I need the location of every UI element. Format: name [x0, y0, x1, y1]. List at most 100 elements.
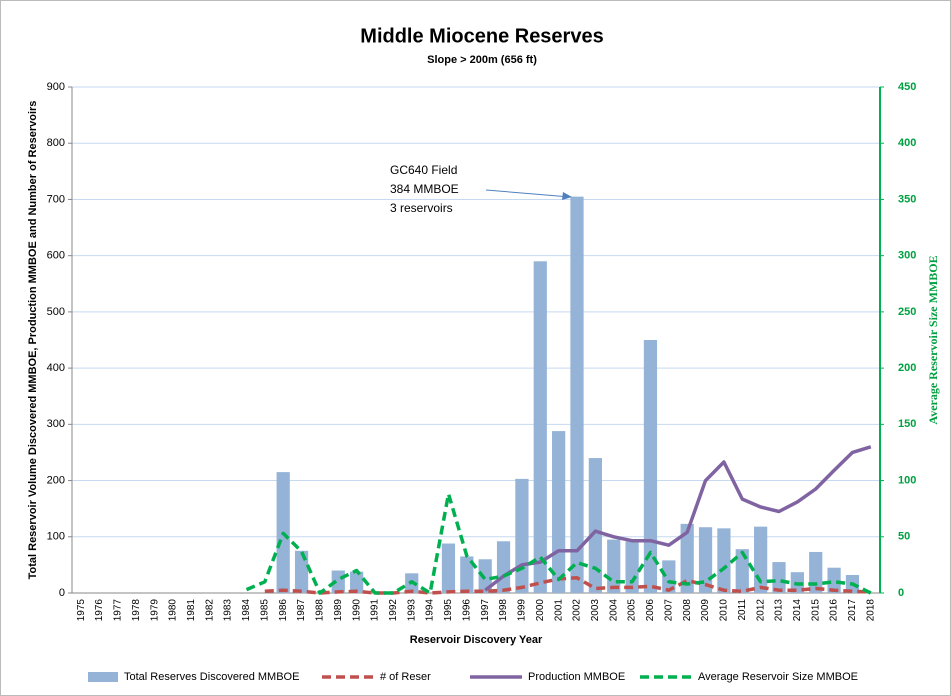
bar: [570, 196, 584, 593]
x-tick-label: 1987: [296, 599, 307, 622]
bar: [625, 541, 639, 593]
y2-tick-label: 0: [898, 587, 904, 599]
x-tick-label: 1977: [113, 599, 124, 622]
y-tick-label: 200: [47, 474, 65, 486]
x-tick-label: 1994: [425, 599, 436, 622]
y-axis-title: Total Reservoir Volume Discovered MMBOE,…: [27, 101, 39, 580]
bar: [552, 431, 566, 593]
x-tick-label: 2004: [608, 599, 619, 622]
bar: [827, 567, 841, 593]
x-tick-label: 1992: [388, 599, 399, 622]
annotation: GC640 Field: [390, 163, 457, 177]
y2-tick-label: 350: [898, 193, 916, 205]
x-tick-label: 1985: [259, 599, 270, 622]
y2-tick-label: 400: [898, 137, 916, 149]
x-tick-label: 2014: [792, 599, 803, 622]
bar: [515, 478, 529, 593]
x-tick-label: 2007: [663, 599, 674, 622]
x-tick-label: 1984: [241, 599, 252, 622]
x-tick-label: 2009: [700, 599, 711, 622]
y-tick-label: 600: [47, 250, 65, 262]
x-tick-label: 1995: [443, 599, 454, 622]
x-tick-label: 1999: [517, 599, 528, 622]
x-tick-label: 2015: [810, 599, 821, 622]
x-tick-label: 2003: [590, 599, 601, 622]
bar: [460, 556, 474, 593]
x-tick-label: 1980: [168, 599, 179, 622]
x-tick-label: 1982: [204, 599, 215, 622]
bar: [717, 528, 731, 593]
x-tick-label: 2017: [847, 599, 858, 622]
y-tick-label: 300: [47, 418, 65, 430]
x-tick-label: 1986: [278, 599, 289, 622]
y2-tick-label: 100: [898, 474, 916, 486]
legend-label: # of Reser: [380, 671, 431, 683]
x-tick-label: 1998: [498, 599, 509, 622]
bar: [533, 261, 547, 593]
x-tick-label: 1996: [461, 599, 472, 622]
x-tick-label: 1989: [333, 599, 344, 622]
y-tick-label: 500: [47, 306, 65, 318]
x-tick-label: 1976: [94, 599, 105, 622]
x-tick-label: 1979: [149, 599, 160, 622]
bar: [662, 560, 676, 593]
y2-tick-label: 150: [898, 418, 916, 430]
x-tick-label: 1981: [186, 599, 197, 622]
chart-subtitle: Slope > 200m (656 ft): [427, 54, 537, 66]
bar: [698, 527, 713, 593]
y-tick-label: 700: [47, 193, 65, 205]
x-tick-label: 2016: [829, 599, 840, 622]
x-tick-label: 2010: [719, 599, 730, 622]
bar: [607, 539, 621, 593]
x-tick-label: 2005: [627, 599, 638, 622]
x-tick-label: 2018: [865, 599, 876, 622]
legend-label: Total Reserves Discovered MMBOE: [124, 671, 299, 683]
x-tick-label: 2001: [553, 599, 564, 622]
x-tick-label: 2002: [572, 599, 583, 622]
plot-area: 0 100 200 300 400 500 600 700 800 900 0 50 100 150 200…: [47, 81, 917, 621]
y-tick-label: 400: [47, 362, 65, 374]
x-tick-label: 2012: [755, 599, 766, 622]
y2-tick-label: 300: [898, 250, 916, 262]
bar: [350, 571, 364, 593]
x-tick-label: 2008: [682, 599, 693, 622]
y-tick-label: 800: [47, 137, 65, 149]
annotation-arrowhead: [562, 192, 572, 200]
line-series: [245, 492, 872, 595]
legend-label: Average Reservoir Size MMBOE: [698, 671, 858, 683]
y2-tick-label: 250: [898, 306, 916, 318]
bar: [478, 559, 492, 593]
x-tick-label: 2013: [774, 599, 785, 622]
x-tick-label: 1988: [315, 599, 326, 622]
y2-tick-label: 50: [898, 531, 910, 543]
y2-tick-label: 450: [898, 81, 916, 93]
x-tick-label: 1993: [406, 599, 417, 622]
x-tick-label: 1997: [480, 599, 491, 622]
y2-axis-title: Average Reservoir Size MMBOE: [926, 255, 940, 424]
bar: [680, 523, 694, 593]
annotation-arrow: [485, 189, 571, 198]
legend: Total Reserves Discovered MMBOE # of Rese…: [88, 671, 858, 683]
x-tick-label: 2006: [645, 599, 656, 622]
y2-tick-label: 200: [898, 362, 916, 374]
x-tick-label: 1990: [351, 599, 362, 622]
x-tick-label: 2011: [737, 599, 748, 621]
x-tick-label: 1991: [370, 599, 381, 622]
x-axis-title: Reservoir Discovery Year: [410, 634, 543, 646]
x-tick-label: 1975: [76, 599, 87, 622]
bar: [294, 550, 309, 593]
bar: [643, 340, 658, 593]
line-series: [484, 445, 872, 592]
bar: [772, 562, 786, 593]
x-tick-label: 1978: [131, 599, 142, 622]
bar: [441, 543, 456, 593]
line-series: [264, 576, 871, 595]
bar: [496, 541, 511, 593]
y-tick-label: 0: [59, 587, 65, 599]
y-tick-label: 100: [47, 531, 65, 543]
bar: [735, 549, 749, 593]
x-tick-label: 1983: [223, 599, 234, 622]
legend-label: Production MMBOE: [528, 671, 625, 683]
legend-swatch: [88, 672, 118, 682]
